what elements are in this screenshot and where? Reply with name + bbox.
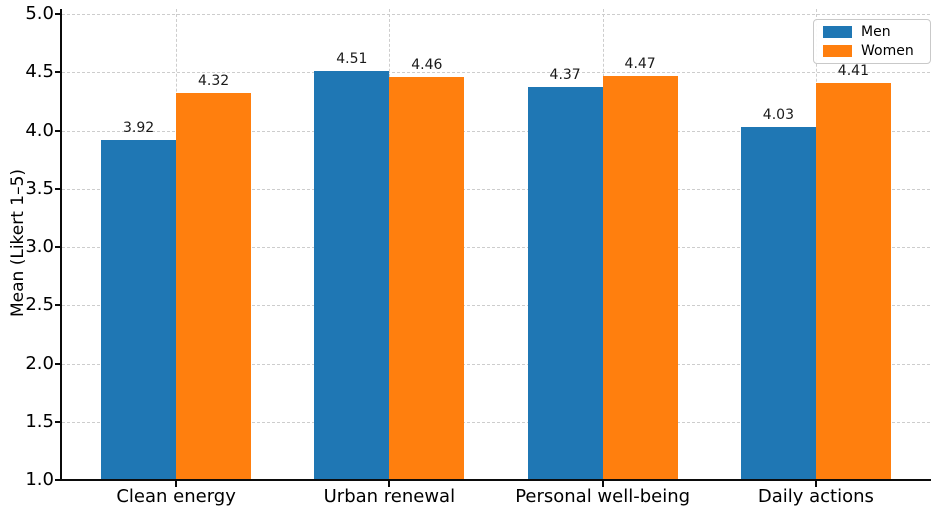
bar-value-label: 4.46 <box>411 56 443 73</box>
bar-men-3 <box>527 87 603 480</box>
y-tick-label: 4.5 <box>25 61 54 83</box>
x-tick-label: Personal well-being <box>515 486 691 507</box>
y-tick-mark <box>55 420 61 423</box>
y-tick-mark <box>55 187 61 190</box>
legend-label-men: Men <box>861 24 891 40</box>
y-gridline <box>62 421 930 423</box>
y-axis-line <box>60 9 62 481</box>
y-gridline <box>62 305 930 307</box>
bar-value-label: 4.41 <box>837 62 869 79</box>
y-gridline <box>62 188 930 190</box>
bar-value-label: 4.47 <box>624 55 656 72</box>
bar-men-4 <box>740 127 816 480</box>
x-tick-label: Urban renewal <box>323 486 456 507</box>
bar-value-label: 4.51 <box>336 51 368 68</box>
y-tick-mark <box>55 246 61 248</box>
y-tick-mark <box>55 71 61 74</box>
bar-value-label: 4.32 <box>198 73 230 90</box>
x-tick-mark <box>388 481 391 487</box>
y-tick-label: 2.5 <box>25 294 54 316</box>
legend-swatch-men-icon <box>823 26 852 38</box>
y-tick-label: 3.0 <box>25 236 54 257</box>
y-tick-label: 4.0 <box>25 119 54 141</box>
y-gridline <box>62 130 930 132</box>
y-gridline <box>62 363 930 365</box>
y-tick-label: 1.0 <box>25 469 54 490</box>
y-tick-label: 3.5 <box>25 177 54 199</box>
x-tick-mark <box>175 481 178 487</box>
bar-value-label: 4.03 <box>762 107 794 123</box>
legend: Men Women <box>813 19 931 64</box>
legend-item-men: Men <box>823 25 930 39</box>
x-tick-mark <box>814 481 817 487</box>
bar-value-label: 4.37 <box>549 67 581 84</box>
bar-men-1 <box>101 139 177 480</box>
y-tick-label: 2.0 <box>25 352 54 374</box>
legend-swatch-women-icon <box>823 45 852 57</box>
bar-men-2 <box>314 71 390 480</box>
y-tick-mark <box>55 479 61 481</box>
bar-women-1 <box>176 93 252 480</box>
legend-label-women: Women <box>861 43 914 59</box>
bar-women-2 <box>389 76 465 480</box>
bar-value-label: 3.92 <box>123 119 155 136</box>
x-axis-line <box>60 479 931 481</box>
legend-item-women: Women <box>823 44 930 58</box>
y-gridline <box>62 14 930 15</box>
y-tick-mark <box>55 13 61 15</box>
y-tick-label: 1.5 <box>25 410 54 432</box>
y-gridline <box>62 247 930 248</box>
y-tick-label: 5.0 <box>25 3 54 24</box>
y-tick-mark <box>55 129 61 132</box>
x-tick-label: Daily actions <box>757 486 874 507</box>
y-gridline <box>62 72 930 74</box>
bar-women-4 <box>815 82 891 480</box>
y-tick-mark <box>55 362 61 365</box>
y-tick-mark <box>55 304 61 307</box>
bar-women-3 <box>602 75 678 480</box>
x-tick-mark <box>601 481 604 487</box>
x-tick-label: Clean energy <box>116 486 236 507</box>
